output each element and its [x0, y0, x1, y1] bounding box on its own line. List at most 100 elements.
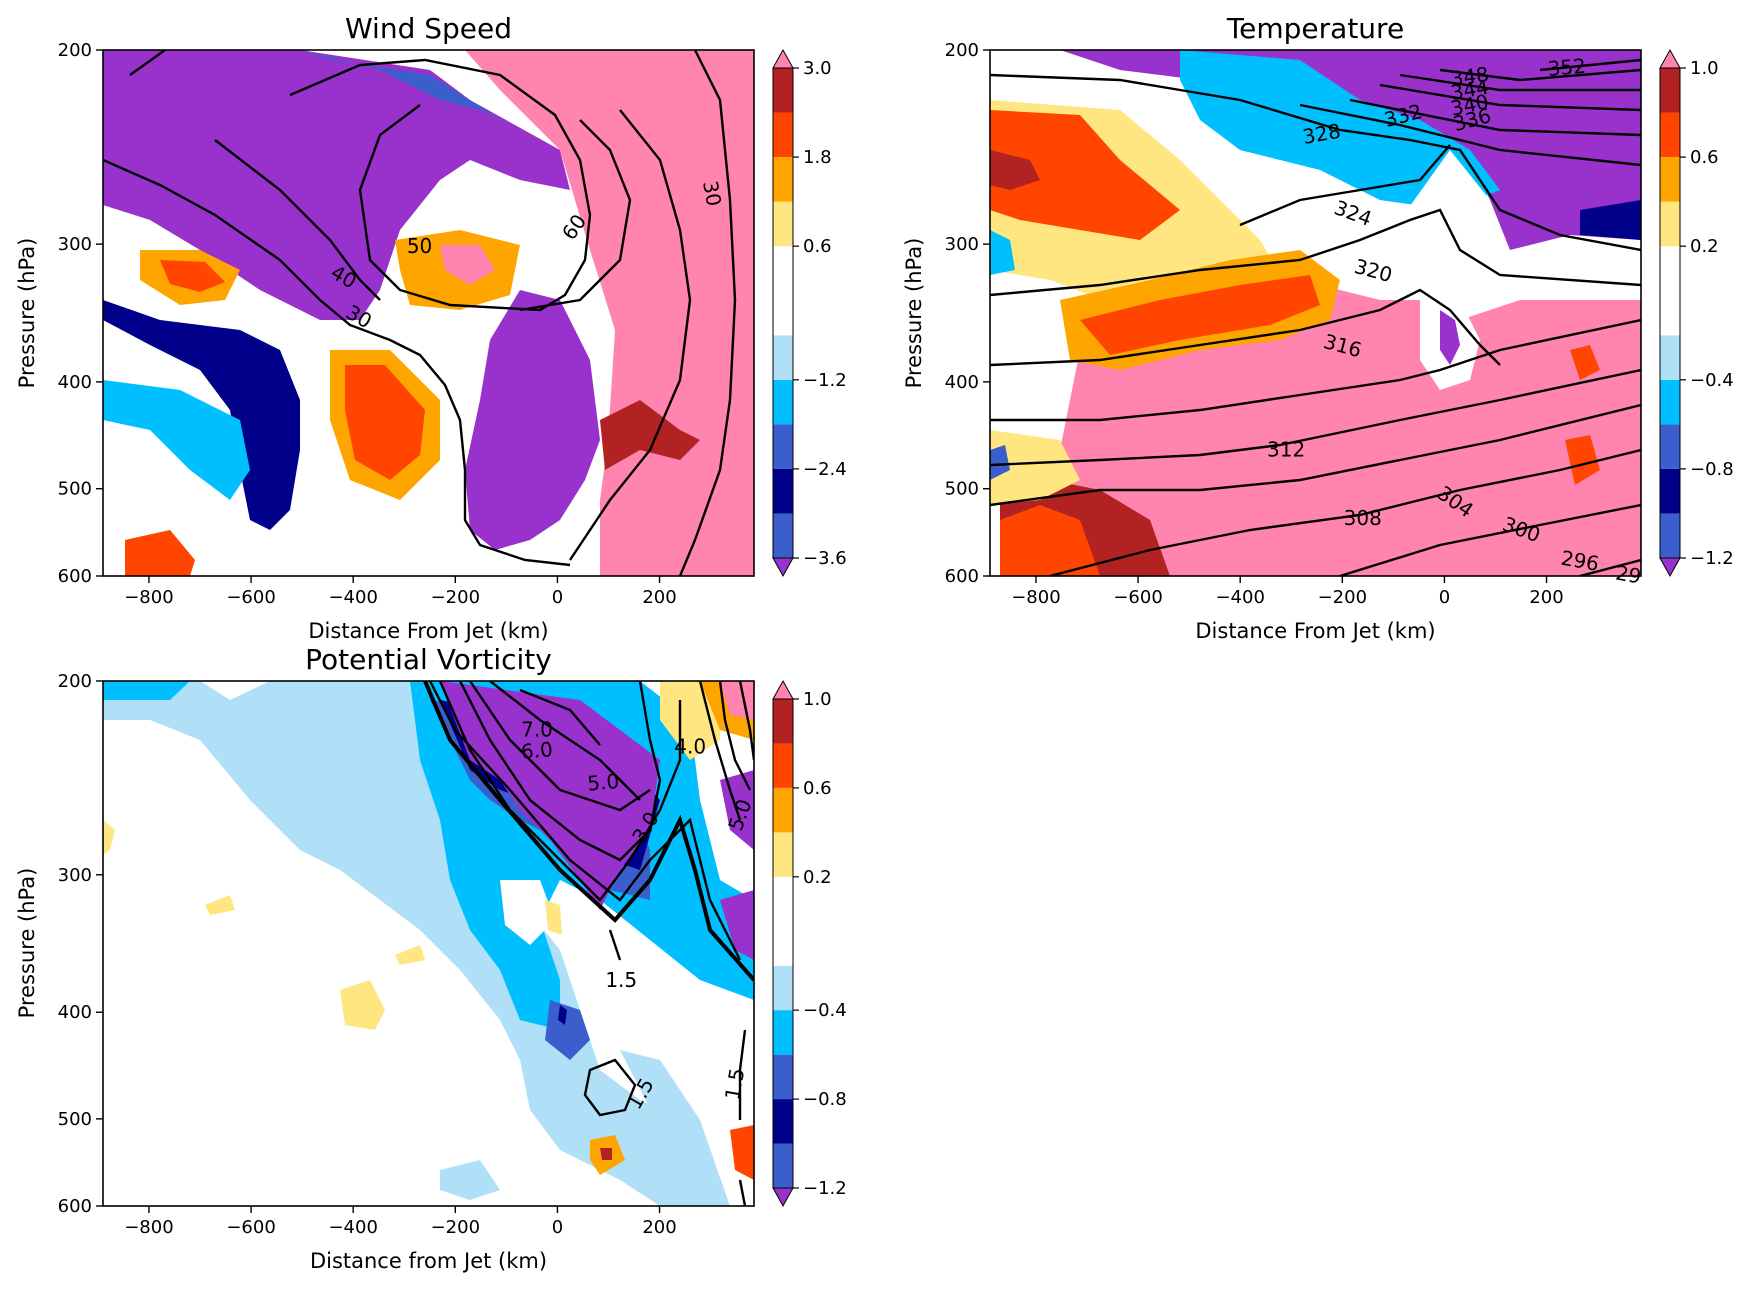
colorbar-extend-max: [772, 48, 794, 69]
pv-contour-right-c: [738, 681, 754, 761]
colorbar-extend-max: [772, 679, 794, 700]
temperature-axes-frame: [989, 49, 1642, 577]
wind-speed-colorbar: −3.6 −2.4 −1.2 0.6 1.8 3.0: [772, 48, 847, 578]
temperature-panel: Temperature Distance From Jet (km) Press…: [902, 12, 1734, 643]
contour-label: 5.0: [586, 769, 620, 796]
x-tick-label: −600: [226, 1217, 275, 1238]
pv-contour-6: [489, 681, 641, 801]
pv-purple-right-lower: [720, 890, 754, 960]
y-tick-label: 500: [58, 1109, 92, 1130]
temperature-contour-340: [1379, 83, 1641, 112]
y-tick-label: 400: [58, 1002, 92, 1023]
wind-speed-purple-lower: [465, 290, 600, 550]
colorbar-band: [773, 1054, 793, 1100]
colorbar-tick-label: −1.2: [803, 1178, 847, 1199]
pv-yellow-dash-2: [395, 945, 425, 965]
contour-label: 312: [1267, 437, 1305, 461]
colorbar-tick-label: −0.4: [1690, 370, 1734, 391]
temperature-contour-348: [1439, 68, 1641, 82]
wind-speed-purple-upper: [103, 50, 570, 320]
colorbar-band: [773, 246, 793, 336]
colorbar-tick-label: −2.4: [803, 459, 847, 480]
colorbar-band: [773, 787, 793, 833]
colorbar-band: [773, 1099, 793, 1144]
temperature-contour-344: [1399, 73, 1641, 92]
potential-vorticity-panel: Potential Vorticity Distance from Jet (k…: [15, 643, 847, 1273]
temperature-purple-spot: [1440, 310, 1460, 365]
colorbar-band: [773, 965, 793, 1011]
y-tick-label: 400: [945, 372, 979, 393]
temperature-red-band-mid: [1080, 275, 1320, 355]
pv-contour-3: [438, 681, 682, 902]
temperature-blue-spot-left: [990, 445, 1010, 480]
wind-speed-contour-50-60: [289, 58, 592, 312]
pv-contour-4: [458, 681, 662, 862]
wind-speed-blue-edge: [300, 50, 500, 120]
temperature-contour-312: [990, 318, 1641, 422]
pv-contour-1-5-right: [738, 1029, 747, 1120]
colorbar-tick-label: 0.6: [803, 236, 832, 257]
temperature-darkred-spot: [990, 150, 1040, 190]
wind-speed-line-contours: [103, 50, 737, 576]
wind-speed-pink-blob-upper: [440, 245, 495, 285]
contour-label: 7.0: [521, 717, 553, 741]
colorbar-tick-label: −1.2: [1690, 548, 1734, 569]
temperature-red-spot-right-lower: [1565, 435, 1600, 485]
y-tick-label: 600: [945, 566, 979, 587]
pv-colorbar: −1.2 −0.8 −0.4 0.2 0.6 1.0: [772, 679, 847, 1208]
colorbar-band: [773, 68, 793, 113]
temperature-purple-upper: [1060, 50, 1641, 250]
y-tick-label: 300: [58, 865, 92, 886]
colorbar-band: [1660, 335, 1680, 380]
pv-contour-bottom-right: [738, 1179, 747, 1206]
wind-speed-contour-30-right: [678, 50, 737, 576]
colorbar-band: [773, 876, 793, 966]
temperature-contour-316: [990, 288, 1501, 367]
temperature-ylabel: Pressure (hPa): [902, 238, 926, 389]
colorbar-band: [773, 513, 793, 558]
pv-lightblue-bottom: [440, 1160, 500, 1200]
pv-contour-right-a: [698, 681, 742, 821]
pv-xlabel: Distance from Jet (km): [310, 1249, 547, 1273]
wind-speed-navy-band: [103, 300, 300, 530]
wind-speed-xlabel: Distance From Jet (km): [308, 619, 548, 643]
pv-ticks: −800 −600 −400 −200 0 200 200 300 400 500 600: [58, 671, 677, 1238]
x-tick-label: 200: [642, 1217, 676, 1238]
colorbar-band: [773, 699, 793, 744]
colorbar-tick-label: 1.0: [1690, 58, 1719, 79]
colorbar-tick-label: −0.4: [803, 1000, 847, 1021]
colorbar-tick-label: −1.2: [803, 370, 847, 391]
pv-contour-right-b: [718, 681, 752, 791]
colorbar-band: [1660, 112, 1680, 158]
contour-label: 308: [1344, 506, 1382, 530]
colorbar-extend-min: [1659, 557, 1681, 578]
temperature-title: Temperature: [1226, 12, 1404, 45]
colorbar-extend-min: [772, 557, 794, 578]
wind-speed-red-blob-left: [160, 260, 225, 292]
temperature-orange-band-upper: [990, 110, 1180, 240]
pv-contour-5: [469, 681, 651, 812]
colorbar-band: [1660, 246, 1680, 336]
colorbar-band: [773, 1143, 793, 1188]
contour-label: 348: [1449, 62, 1490, 91]
temperature-cyan-spot-left: [990, 230, 1015, 275]
colorbar-tick-label: 0.2: [1690, 236, 1719, 257]
temperature-contour-328: [990, 73, 1641, 252]
potential-vorticity-line-contours: [423, 681, 754, 1206]
colorbar-tick-label: −3.6: [803, 548, 847, 569]
temperature-red-spot-right-upper: [1570, 345, 1600, 380]
pv-contour-1-5-main: [423, 681, 754, 982]
temperature-contour-304: [990, 403, 1641, 507]
temperature-contour-308: [990, 368, 1641, 467]
wind-speed-title: Wind Speed: [345, 12, 512, 45]
x-tick-label: 0: [552, 587, 563, 608]
wind-speed-cyan-band: [103, 380, 250, 500]
colorbar-band: [773, 157, 793, 202]
colorbar-tick-label: −0.8: [1690, 459, 1734, 480]
wind-speed-ticks: −800 −600 −400 −200 0 200 200 300 400 500 600: [58, 40, 677, 608]
colorbar-band: [1660, 468, 1680, 514]
temperature-contour-352: [1539, 58, 1641, 72]
contour-label: 1.5: [720, 1066, 749, 1101]
pv-contour-1-5-inner: [428, 681, 742, 961]
temperature-white-region: [1400, 150, 1510, 280]
